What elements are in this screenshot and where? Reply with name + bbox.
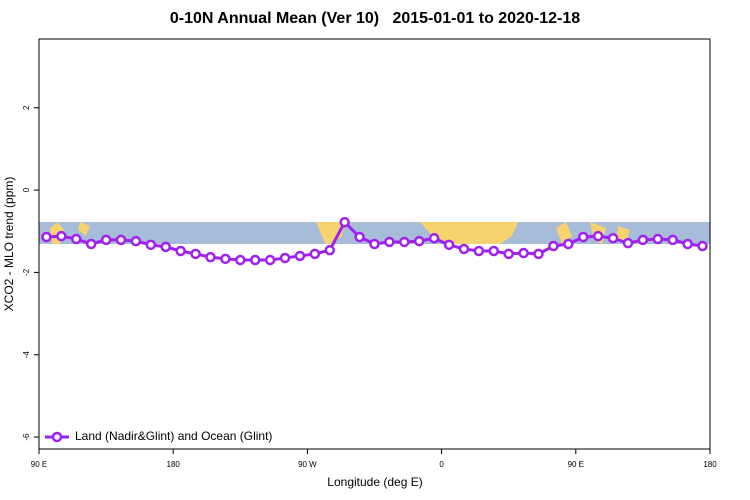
point (294, 250, 306, 262)
x-tick-label: 0 (439, 460, 444, 469)
point (205, 251, 216, 263)
point (41, 231, 52, 243)
point (592, 230, 604, 242)
point (503, 248, 514, 260)
point (145, 239, 157, 251)
land (316, 222, 345, 244)
y-tick-label: -6 (22, 433, 31, 441)
point (697, 240, 708, 252)
ocean-band (39, 222, 710, 244)
point (160, 241, 171, 253)
y-tick-label: 0 (22, 187, 31, 192)
point (399, 236, 410, 248)
x-tick-label: 180 (167, 460, 181, 469)
point (473, 245, 485, 257)
point (235, 254, 246, 266)
point (652, 233, 664, 245)
legend-marker (51, 431, 63, 443)
point (71, 233, 82, 245)
land (556, 222, 630, 244)
point (607, 232, 619, 244)
point (175, 245, 186, 257)
x-tick-label: 180 (703, 460, 717, 469)
y-axis-label: XCO2 - MLO trend (ppm) (2, 177, 16, 312)
x-tick-label: 90 E (31, 460, 47, 469)
point (324, 244, 336, 256)
point (339, 216, 350, 228)
point (533, 248, 544, 260)
point (443, 239, 455, 251)
point (190, 248, 201, 260)
point (578, 231, 589, 243)
point (354, 231, 365, 243)
y-tick-label: 2 (22, 105, 31, 110)
point (369, 238, 380, 250)
point (518, 247, 529, 259)
point (130, 235, 142, 247)
point (428, 232, 440, 244)
point (682, 238, 693, 250)
point (458, 243, 470, 255)
land (420, 222, 518, 244)
point (100, 234, 112, 246)
point (56, 230, 67, 242)
point (563, 238, 574, 250)
x-tick-label: 90 E (568, 460, 584, 469)
point (384, 236, 395, 248)
point (279, 252, 291, 264)
point (264, 254, 276, 266)
y-tick-label: -4 (22, 351, 31, 359)
point (309, 248, 321, 260)
x-axis-label: Longitude (deg E) (327, 475, 422, 489)
point (488, 245, 500, 257)
legend-label: Land (Nadir&Glint) and Ocean (Glint) (75, 429, 272, 443)
point (249, 254, 261, 266)
point (220, 253, 231, 265)
y-tick-label: -2 (22, 268, 31, 276)
chart-title: 0-10N Annual Mean (Ver 10) 2015-01-01 to… (170, 10, 580, 27)
point (413, 235, 425, 247)
point (115, 234, 127, 246)
point (637, 234, 649, 246)
point (548, 240, 559, 252)
map-background (39, 222, 710, 244)
x-tick-label: 90 W (298, 460, 317, 469)
point (622, 237, 634, 249)
plot-frame (38, 38, 711, 450)
point (667, 234, 678, 246)
point (85, 238, 97, 250)
